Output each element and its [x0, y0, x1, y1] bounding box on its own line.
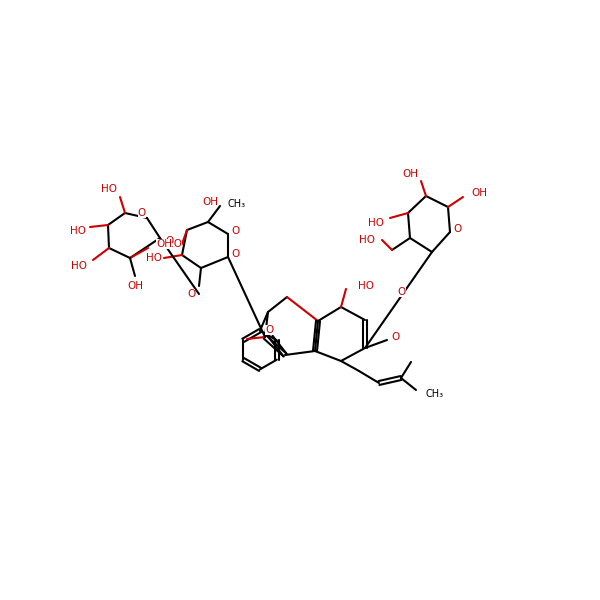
Text: OH: OH [471, 188, 487, 198]
Text: HO: HO [358, 281, 374, 291]
Text: HO: HO [359, 235, 375, 245]
Text: HO: HO [71, 261, 87, 271]
Text: O: O [391, 332, 399, 342]
Text: HO: HO [101, 184, 117, 194]
Text: HO: HO [146, 253, 162, 263]
Text: OH: OH [127, 281, 143, 291]
Text: O: O [187, 289, 195, 299]
Text: CH₃: CH₃ [228, 199, 246, 209]
Text: O: O [232, 249, 240, 259]
Text: OH: OH [402, 169, 418, 179]
Text: O: O [454, 224, 462, 234]
Text: O: O [398, 287, 406, 297]
Text: HO: HO [368, 218, 384, 228]
Text: O: O [232, 226, 240, 236]
Text: O: O [265, 325, 273, 335]
Text: HO: HO [70, 226, 86, 236]
Text: OH: OH [156, 239, 172, 249]
Text: O: O [138, 208, 146, 218]
Text: CH₃: CH₃ [426, 389, 444, 399]
Text: HO: HO [166, 239, 182, 249]
Text: OH: OH [202, 197, 218, 207]
Text: O: O [166, 236, 174, 246]
